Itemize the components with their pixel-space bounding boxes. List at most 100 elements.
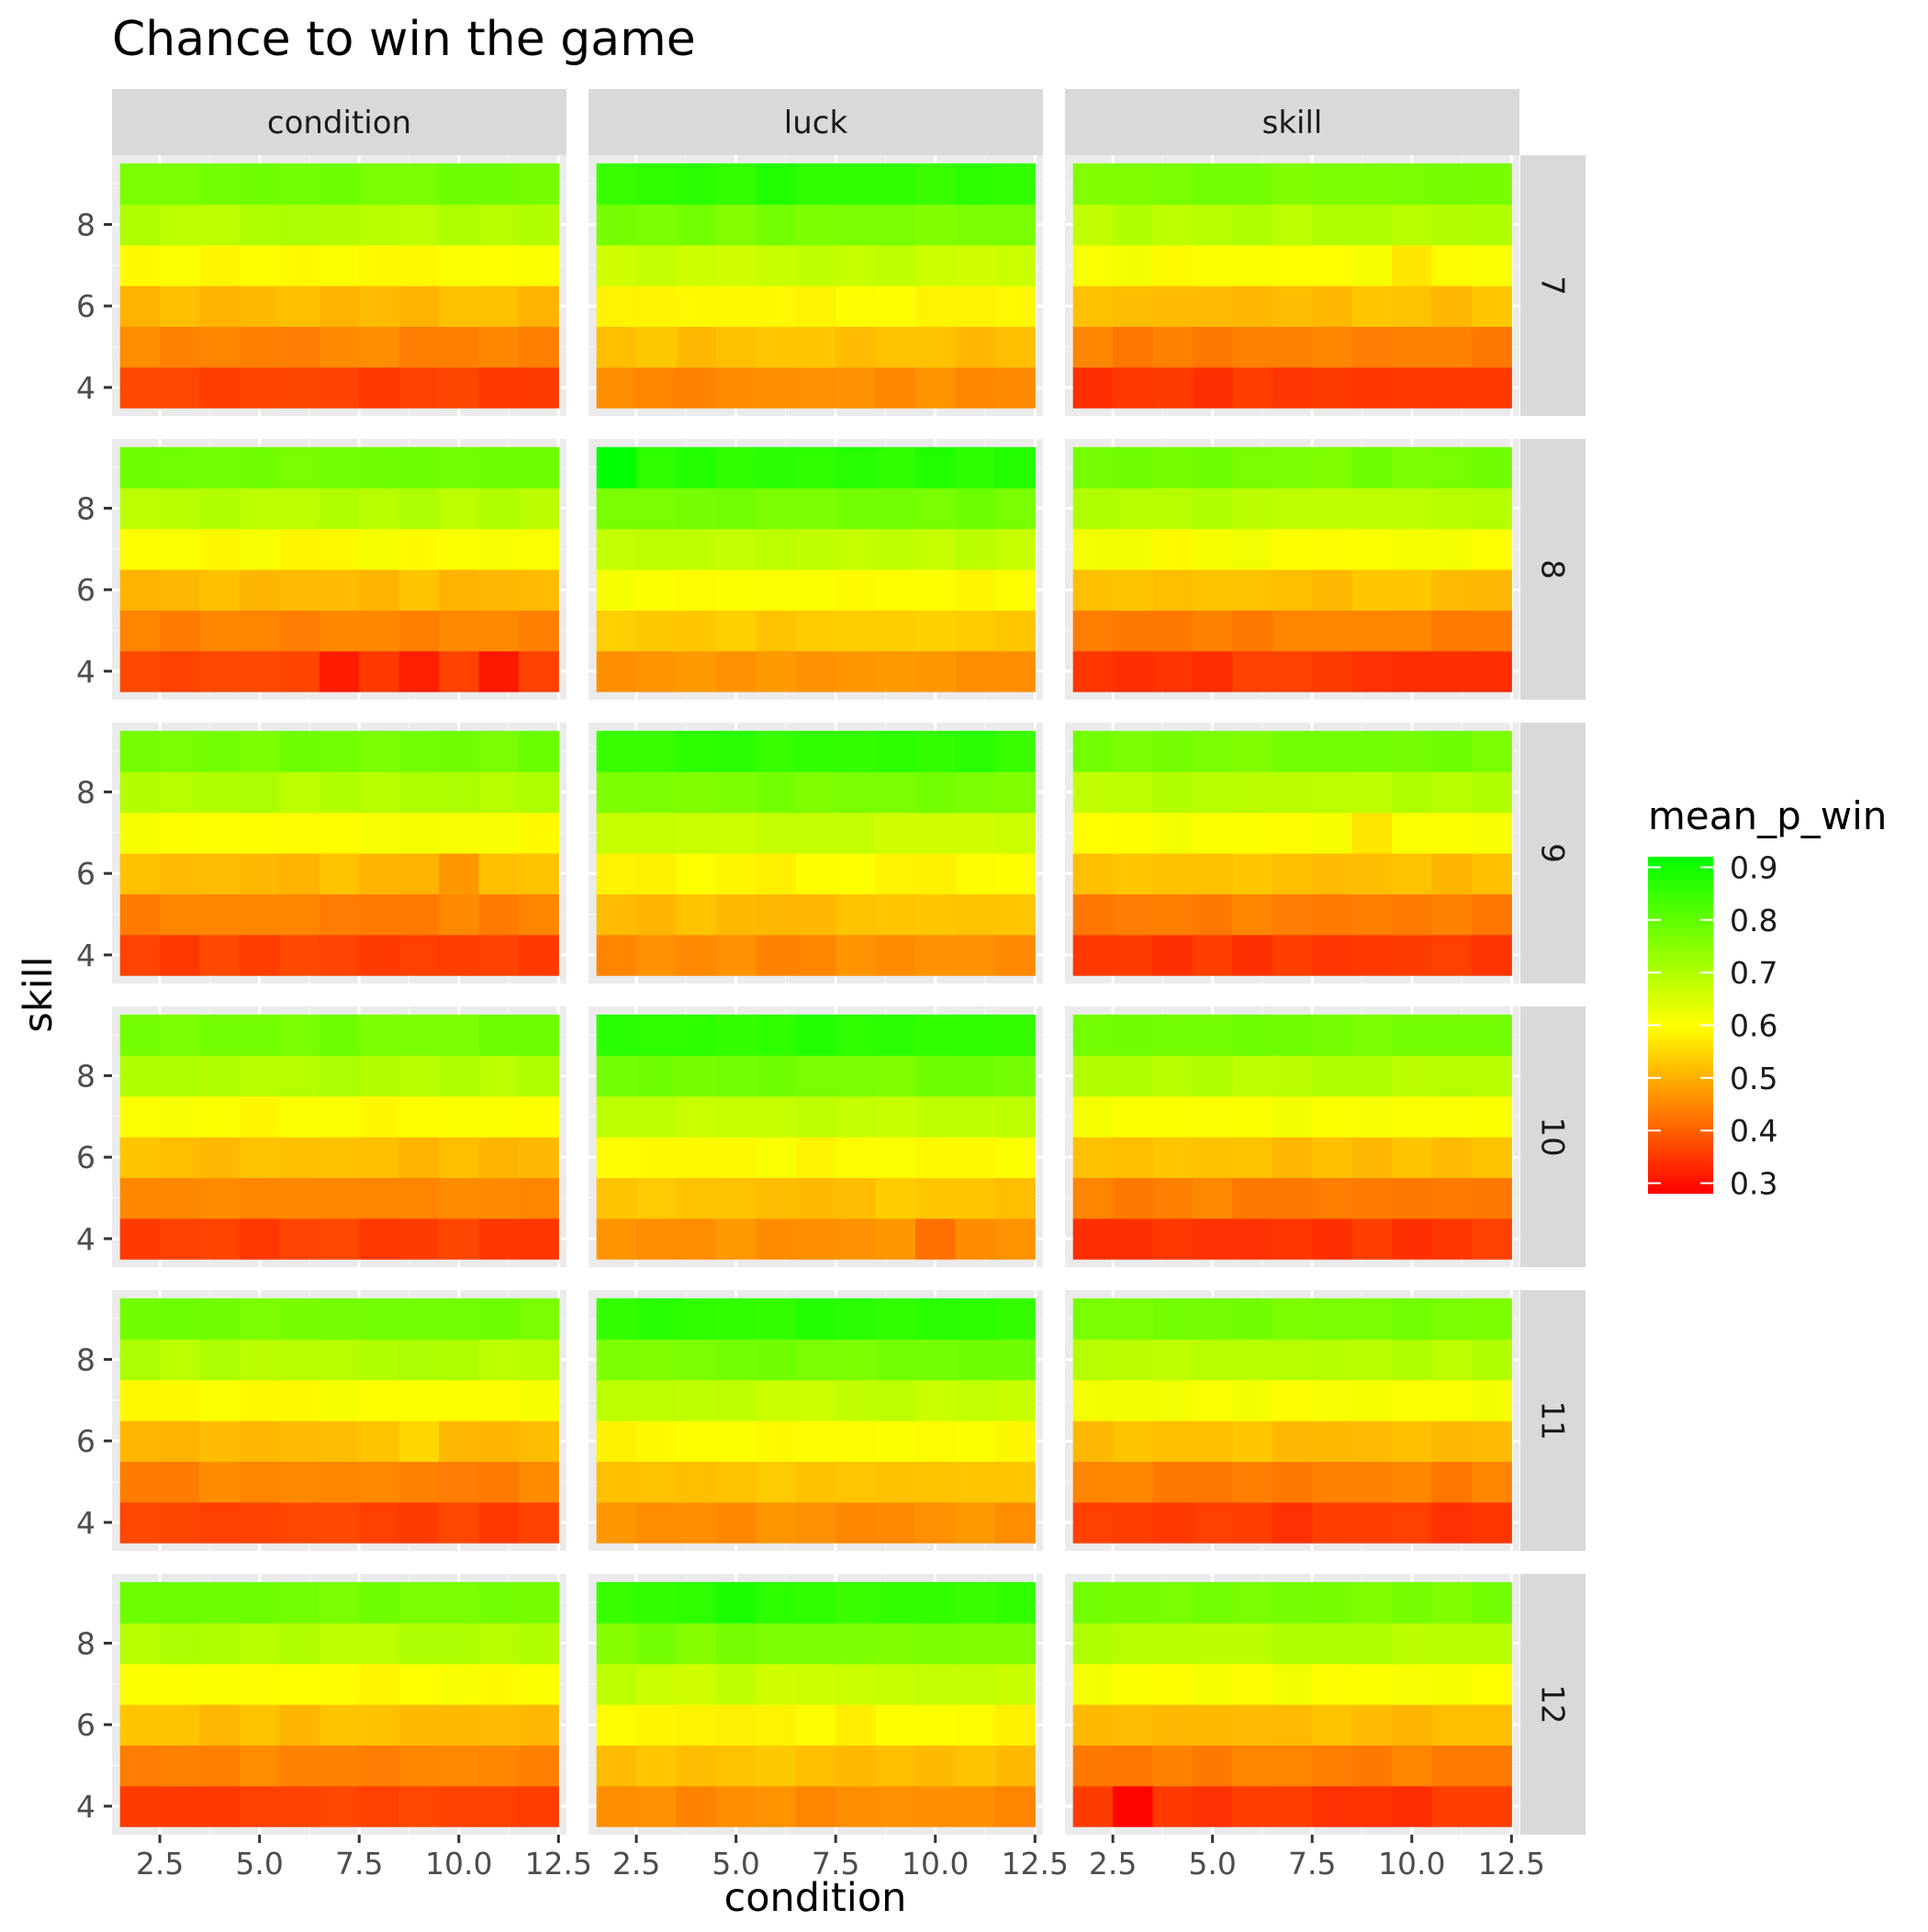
heatmap-tile	[955, 1745, 996, 1787]
heatmap-tile	[835, 528, 877, 570]
heatmap-tile	[1392, 488, 1433, 530]
heatmap-tile	[1312, 893, 1353, 936]
heatmap-tile	[1351, 366, 1393, 409]
heatmap-tile	[160, 1339, 201, 1381]
heatmap-tile	[835, 893, 877, 936]
heatmap-tile	[1471, 771, 1512, 814]
heatmap-tile	[795, 528, 836, 570]
heatmap-tile	[715, 1421, 757, 1462]
heatmap-tile	[756, 569, 797, 611]
heatmap-tile	[1471, 812, 1512, 854]
heatmap-tile	[1351, 1623, 1393, 1665]
x-tick-label: 10.0	[1378, 1846, 1445, 1881]
y-tick-label: 6	[76, 572, 95, 608]
heatmap-tile	[239, 812, 280, 854]
heatmap-tile	[1072, 1218, 1114, 1260]
heatmap-tile	[994, 1177, 1036, 1219]
heatmap-tile	[1471, 1014, 1512, 1056]
heatmap-tile	[478, 1218, 520, 1260]
heatmap-tile	[756, 488, 797, 530]
heatmap-tile	[279, 244, 320, 286]
heatmap-tile	[518, 1461, 559, 1503]
heatmap-tile	[119, 1177, 161, 1219]
heatmap-tile	[1312, 1745, 1353, 1787]
heatmap-tile	[1192, 488, 1233, 530]
heatmap-tile	[756, 163, 797, 205]
heatmap-tile	[955, 730, 996, 772]
heatmap-tile	[119, 730, 161, 772]
heatmap-tile	[439, 163, 480, 205]
heatmap-tile	[1392, 1218, 1433, 1260]
heatmap-tile	[1312, 528, 1353, 570]
heatmap-tile	[119, 853, 161, 894]
heatmap-tile	[439, 610, 480, 652]
heatmap-tile	[279, 1745, 320, 1787]
heatmap-tile	[915, 893, 957, 936]
heatmap-tile	[199, 934, 241, 976]
heatmap-tile	[676, 1461, 717, 1503]
heatmap-tile	[239, 1014, 280, 1056]
heatmap-tile	[1312, 1461, 1353, 1503]
heatmap-tile	[1192, 204, 1233, 246]
heatmap-tile	[359, 1177, 400, 1219]
heatmap-tile	[756, 1218, 797, 1260]
heatmap-tile	[955, 244, 996, 286]
heatmap-tile	[715, 1137, 757, 1178]
heatmap-tile	[1272, 366, 1313, 409]
heatmap-tile	[1392, 730, 1433, 772]
heatmap-tile	[795, 1137, 836, 1178]
heatmap-tile	[279, 1461, 320, 1503]
heatmap-tile	[1471, 1055, 1512, 1097]
heatmap-tile	[439, 1379, 480, 1421]
legend-title: mean_p_win	[1648, 793, 1887, 838]
heatmap-tile	[1312, 812, 1353, 854]
heatmap-tile	[994, 366, 1036, 409]
heatmap-tile	[478, 1581, 520, 1623]
heatmap-tile	[1272, 1501, 1313, 1544]
heatmap-tile	[319, 934, 360, 976]
heatmap-tile	[636, 1014, 678, 1056]
heatmap-tile	[239, 934, 280, 976]
heatmap-tile	[1072, 650, 1114, 692]
heatmap-tile	[1471, 204, 1512, 246]
heatmap-tile	[955, 528, 996, 570]
heatmap-tile	[239, 1704, 280, 1746]
heatmap-tile	[359, 1663, 400, 1705]
heatmap-tile	[1431, 1704, 1473, 1746]
heatmap-tile	[1471, 1663, 1512, 1705]
heatmap-tile	[439, 1581, 480, 1623]
facet-strip-row-12	[1520, 1574, 1586, 1835]
heatmap-tile	[715, 1663, 757, 1705]
heatmap-tile	[795, 1297, 836, 1340]
heatmap-tile	[795, 934, 836, 976]
heatmap-tile	[1232, 1623, 1273, 1665]
heatmap-tile	[1351, 1137, 1393, 1178]
heatmap-tile	[1113, 163, 1154, 205]
heatmap-tile	[915, 1339, 957, 1381]
heatmap-tile	[676, 528, 717, 570]
heatmap-tile	[1232, 244, 1273, 286]
heatmap-tile	[636, 1297, 678, 1340]
heatmap-tile	[439, 934, 480, 976]
heatmap-tile	[319, 1177, 360, 1219]
heatmap-tile	[1272, 1055, 1313, 1097]
heatmap-tile	[636, 1501, 678, 1544]
heatmap-tile	[1072, 366, 1114, 409]
heatmap-tile	[279, 528, 320, 570]
heatmap-tile	[1232, 366, 1273, 409]
heatmap-tile	[1152, 488, 1194, 530]
heatmap-tile	[875, 1095, 916, 1138]
heatmap-tile	[398, 1379, 440, 1421]
heatmap-tile	[518, 1218, 559, 1260]
heatmap-tile	[955, 446, 996, 489]
heatmap-tile	[1392, 1663, 1433, 1705]
heatmap-tile	[1232, 853, 1273, 894]
heatmap-tile	[676, 366, 717, 409]
heatmap-tile	[835, 853, 877, 894]
heatmap-tile	[319, 812, 360, 854]
heatmap-tile	[1272, 1623, 1313, 1665]
heatmap-tile	[439, 1095, 480, 1138]
facet-strip-row-label: 12	[1534, 1684, 1571, 1724]
heatmap-tile	[398, 1297, 440, 1340]
heatmap-tile	[1113, 446, 1154, 489]
